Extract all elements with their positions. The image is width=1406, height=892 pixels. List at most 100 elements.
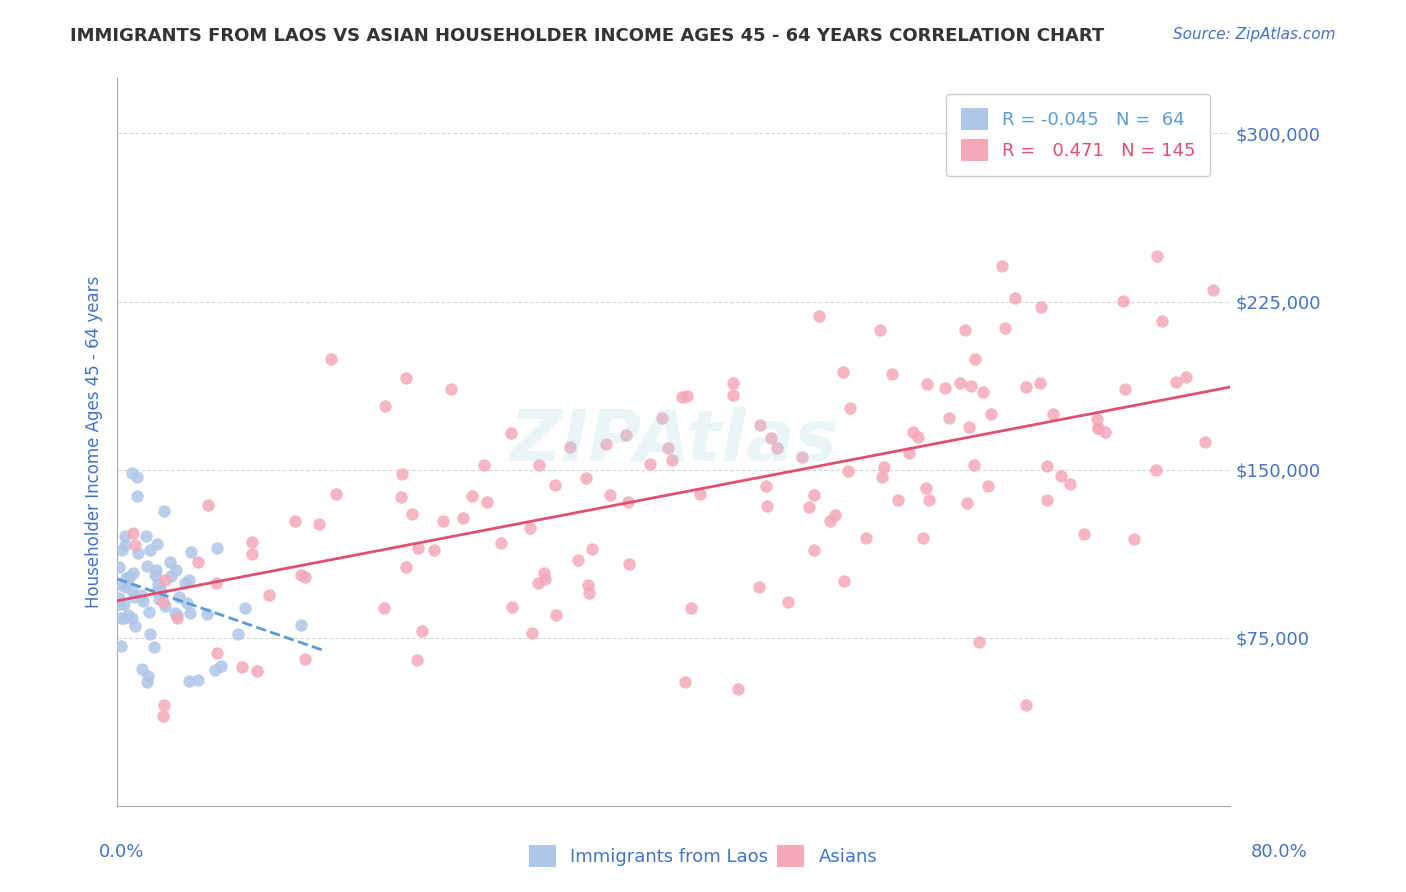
Point — [112, 611, 135, 625]
Point — [755, 479, 778, 493]
Point — [1112, 293, 1135, 308]
Point — [108, 597, 131, 611]
Point — [121, 611, 143, 625]
Point — [595, 437, 617, 451]
Point — [1094, 425, 1116, 439]
Point — [205, 576, 228, 591]
Point — [325, 486, 347, 500]
Point — [1029, 376, 1052, 391]
Point — [911, 531, 934, 545]
Point — [211, 659, 233, 673]
Point — [1015, 380, 1038, 394]
Point — [661, 453, 683, 467]
Point — [121, 467, 143, 481]
Point — [115, 580, 138, 594]
Point — [406, 653, 429, 667]
Point — [934, 381, 956, 395]
Point — [127, 470, 149, 484]
Point — [240, 547, 263, 561]
Point — [576, 578, 599, 592]
Point — [205, 646, 228, 660]
Point — [834, 574, 856, 589]
Point — [638, 457, 661, 471]
Point — [374, 399, 396, 413]
Point — [614, 428, 637, 442]
Point — [246, 664, 269, 678]
Point — [831, 365, 853, 379]
Point — [197, 498, 219, 512]
Point — [110, 610, 132, 624]
Point — [616, 494, 638, 508]
Point — [135, 528, 157, 542]
Point — [167, 590, 190, 604]
Point — [519, 520, 541, 534]
Point — [1059, 476, 1081, 491]
Point — [824, 508, 846, 522]
Point — [956, 496, 979, 510]
Point — [290, 618, 312, 632]
Point — [107, 560, 129, 574]
Point — [766, 442, 789, 456]
Point — [855, 532, 877, 546]
Point — [174, 575, 197, 590]
Point — [308, 516, 330, 531]
Point — [869, 323, 891, 337]
Point — [395, 371, 418, 385]
Point — [453, 510, 475, 524]
Text: IMMIGRANTS FROM LAOS VS ASIAN HOUSEHOLDER INCOME AGES 45 - 64 YEARS CORRELATION : IMMIGRANTS FROM LAOS VS ASIAN HOUSEHOLDE… — [70, 27, 1105, 45]
Point — [125, 489, 148, 503]
Point — [797, 500, 820, 514]
Point — [143, 640, 166, 654]
Point — [748, 581, 770, 595]
Point — [980, 407, 1002, 421]
Point — [599, 488, 621, 502]
Point — [294, 652, 316, 666]
Point — [136, 675, 159, 690]
Point — [915, 482, 938, 496]
Point — [187, 673, 209, 687]
Point — [290, 567, 312, 582]
Point — [675, 389, 697, 403]
Point — [749, 418, 772, 433]
Y-axis label: Householder Income Ages 45 - 64 years: Householder Income Ages 45 - 64 years — [86, 276, 103, 607]
Point — [111, 543, 134, 558]
Point — [527, 458, 550, 472]
Point — [138, 606, 160, 620]
Point — [755, 500, 778, 514]
Point — [187, 556, 209, 570]
Point — [533, 566, 555, 580]
Point — [152, 595, 174, 609]
Point — [294, 570, 316, 584]
Point — [1194, 435, 1216, 450]
Point — [115, 571, 138, 585]
Point — [136, 669, 159, 683]
Point — [406, 541, 429, 555]
Text: 80.0%: 80.0% — [1251, 843, 1308, 861]
Point — [179, 606, 201, 620]
Point — [938, 411, 960, 425]
Point — [127, 546, 149, 560]
Point — [949, 376, 972, 390]
Point — [960, 378, 983, 392]
Point — [1144, 463, 1167, 477]
Point — [131, 662, 153, 676]
Point — [567, 553, 589, 567]
Point — [673, 674, 696, 689]
Point — [689, 487, 711, 501]
Point — [501, 600, 523, 615]
Point — [575, 471, 598, 485]
Point — [790, 450, 813, 465]
Point — [129, 588, 152, 602]
Point — [143, 568, 166, 582]
Point — [963, 458, 986, 472]
Point — [177, 573, 200, 587]
Point — [820, 514, 842, 528]
Point — [411, 624, 433, 638]
Point — [808, 309, 831, 323]
Point — [544, 478, 567, 492]
Point — [578, 586, 600, 600]
Point — [122, 591, 145, 605]
Point — [114, 529, 136, 543]
Point — [727, 682, 749, 697]
Point — [837, 464, 859, 478]
